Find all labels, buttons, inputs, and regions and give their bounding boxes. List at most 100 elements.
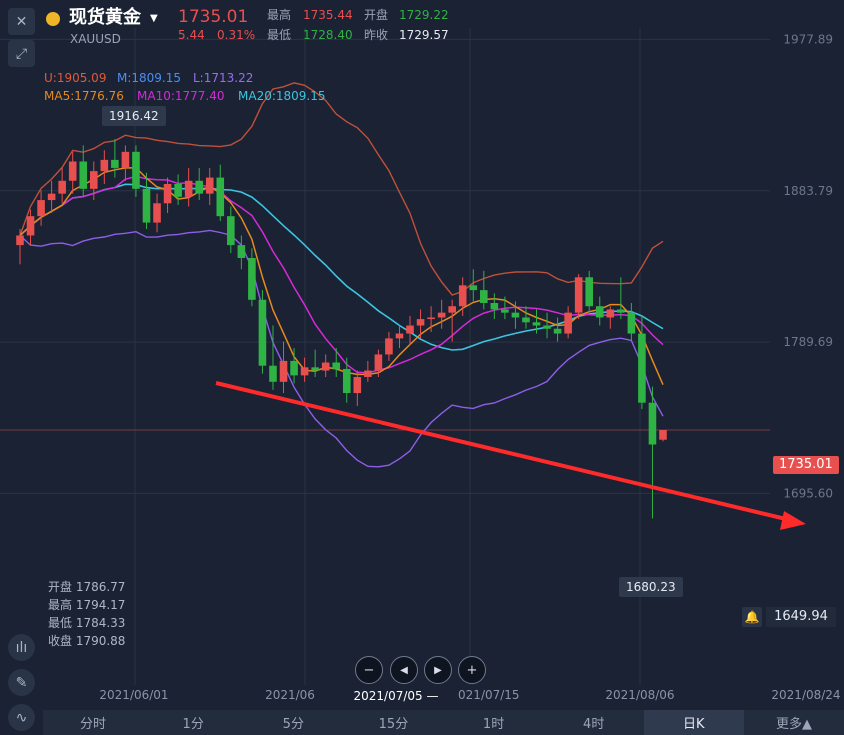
- candle-body: [300, 367, 309, 376]
- pen-icon: ✎: [15, 674, 28, 691]
- candle-body: [37, 200, 45, 217]
- tab-1hour[interactable]: 1时: [482, 717, 505, 732]
- ohlc-high: 最高 1794.17: [48, 598, 126, 612]
- close-icon: ✕: [15, 13, 28, 30]
- candle-body: [227, 216, 235, 246]
- prev-close-label: 昨收: [364, 28, 389, 42]
- candle-body: [553, 328, 562, 334]
- candle-body: [121, 151, 130, 168]
- min-price-callout: 1680.23: [619, 577, 683, 597]
- candle-body: [353, 376, 362, 394]
- candle-body: [574, 277, 583, 313]
- bell-icon[interactable]: 🔔: [742, 607, 762, 627]
- expand-button[interactable]: ⤢: [8, 40, 35, 67]
- candle-body: [480, 290, 488, 304]
- candle-body: [564, 312, 572, 334]
- candle-body: [406, 325, 414, 334]
- candle-body: [184, 180, 193, 197]
- price-change-pct: 0.31%: [217, 28, 256, 42]
- candle-body: [437, 312, 446, 318]
- candle-body: [248, 257, 256, 300]
- ma10-line: [19, 175, 664, 374]
- candle-body: [279, 360, 288, 382]
- last-price: 1735.01: [178, 7, 249, 27]
- candle-body: [332, 362, 341, 369]
- caret-down-icon[interactable]: ▼: [150, 13, 158, 24]
- tab-5min[interactable]: 5分: [282, 717, 304, 732]
- expand-icon: ⤢: [15, 45, 28, 62]
- candle-body: [543, 325, 551, 329]
- candle-body: [26, 216, 35, 236]
- y-tick-label: 1789.69: [783, 335, 833, 349]
- candle-body: [448, 306, 456, 313]
- tab-1min[interactable]: 1分: [182, 717, 204, 732]
- candle-body: [47, 193, 56, 201]
- candle-body: [659, 430, 667, 440]
- candle-body: [638, 333, 646, 403]
- candle-body: [595, 306, 604, 318]
- x-tick-label: 2021/07/15: [450, 688, 519, 702]
- candle-body: [163, 183, 172, 204]
- candle-type-button[interactable]: ılı: [8, 634, 35, 661]
- instrument-code: XAUUSD: [70, 32, 121, 46]
- candle-body: [648, 402, 657, 445]
- candle-body: [617, 309, 625, 313]
- candle-body: [374, 354, 383, 371]
- candle-body: [458, 285, 467, 307]
- candlestick-icon: ılı: [15, 639, 28, 656]
- candle-body: [490, 303, 499, 310]
- candle-body: [142, 188, 151, 223]
- candle-body: [174, 183, 182, 197]
- ma20-legend: MA20:1809.15: [238, 89, 326, 103]
- max-price-callout: 1916.42: [102, 106, 166, 126]
- indicator-button[interactable]: ∿: [8, 704, 35, 731]
- candle-body: [205, 177, 214, 194]
- candle-body: [416, 319, 425, 326]
- candle-body: [532, 322, 541, 326]
- high-label: 最高: [267, 8, 292, 22]
- draw-button[interactable]: ✎: [8, 669, 35, 696]
- prev-button[interactable]: ◀: [390, 656, 418, 684]
- low-value: 1728.40: [303, 28, 353, 42]
- boll-upper-line: [19, 82, 664, 296]
- ohlc-close: 收盘 1790.88: [48, 634, 126, 648]
- tab-more[interactable]: 更多▲: [775, 717, 812, 732]
- candle-body: [216, 177, 225, 217]
- candle-body: [342, 368, 351, 394]
- y-tick-label: 1977.89: [783, 32, 833, 46]
- candle-body: [89, 171, 98, 189]
- ohlc-open: 开盘 1786.77: [48, 580, 126, 594]
- trend-arrow-line: [215, 381, 791, 522]
- boll-lower-legend: L:1713.22: [193, 71, 254, 85]
- alert-price[interactable]: 1649.94: [766, 607, 836, 627]
- candle-body: [16, 235, 24, 246]
- close-button[interactable]: ✕: [8, 8, 35, 35]
- tab-timeshare[interactable]: 分时: [80, 717, 107, 732]
- high-value: 1735.44: [303, 8, 353, 22]
- x-tick-label: 2021/08/24: [771, 688, 840, 702]
- candle-body: [469, 285, 478, 291]
- tab-daily[interactable]: 日K: [643, 710, 744, 735]
- price-change: 5.44: [178, 28, 205, 42]
- candle-body: [511, 312, 520, 318]
- candle-body: [79, 161, 88, 189]
- y-tick-label: 1883.79: [783, 184, 833, 198]
- y-tick-label: 1695.60: [783, 486, 833, 500]
- next-button[interactable]: ▶: [424, 656, 452, 684]
- period-tabs: 分时 1分 5分 15分 1时 4时 日K 更多▲: [43, 710, 844, 735]
- tab-15min[interactable]: 15分: [378, 717, 409, 732]
- prev-close-value: 1729.57: [399, 28, 449, 42]
- candle-body: [321, 362, 330, 371]
- current-price-tag: 1735.01: [773, 456, 839, 474]
- candle-body: [153, 203, 161, 223]
- trend-arrow-head: [780, 511, 806, 530]
- gold-coin-icon: [46, 12, 60, 26]
- zoom-in-button[interactable]: +: [458, 656, 486, 684]
- open-label: 开盘: [364, 8, 389, 22]
- candle-body: [258, 299, 267, 366]
- candle-body: [311, 367, 319, 371]
- instrument-name[interactable]: 现货黄金: [69, 7, 141, 28]
- candle-body: [237, 245, 246, 258]
- tab-4hour[interactable]: 4时: [583, 717, 605, 732]
- zoom-out-button[interactable]: −: [355, 656, 383, 684]
